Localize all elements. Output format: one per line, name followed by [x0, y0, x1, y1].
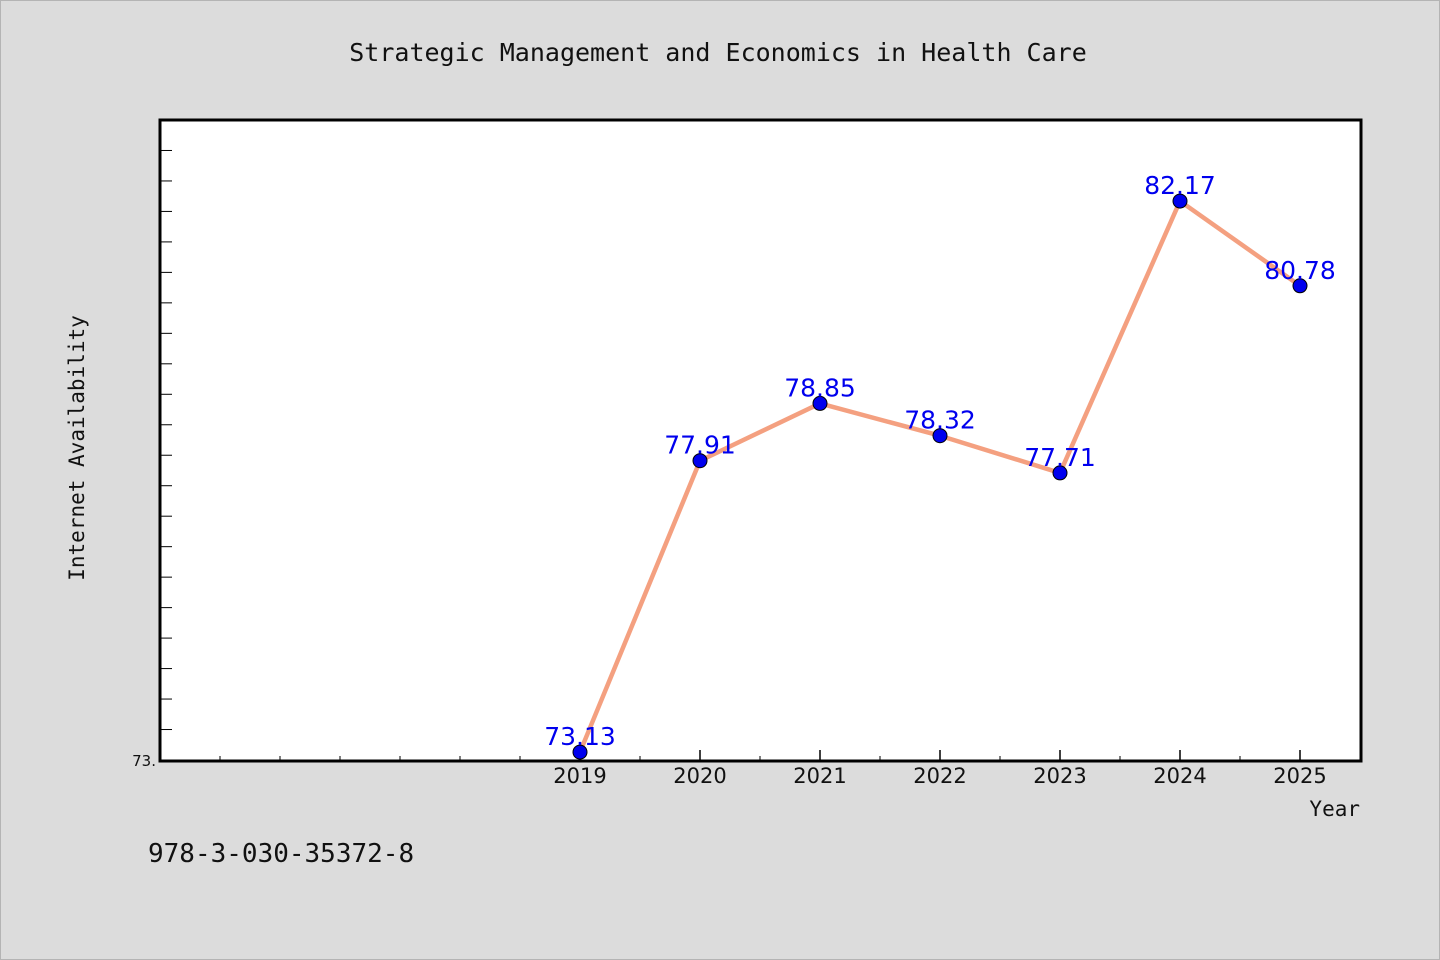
y-axis-ticks	[160, 119, 172, 761]
data-point	[692, 453, 708, 469]
x-tick-label: 2022	[913, 764, 966, 788]
x-tick-label: 2020	[673, 764, 726, 788]
x-tick-labels: 2019 2020 2021 2022 2023 2024 2025	[553, 764, 1326, 788]
plot-area	[158, 118, 1363, 763]
data-point	[932, 428, 948, 444]
data-point	[1292, 278, 1308, 294]
x-axis-label: Year	[1309, 797, 1360, 821]
x-tick-label: 2025	[1273, 764, 1326, 788]
data-label: 78.32	[904, 406, 976, 435]
isbn-text: 978-3-030-35372-8	[148, 839, 414, 869]
data-labels: 73.13 77.91 78.85 78.32 77.71 82.17 80.78	[544, 171, 1336, 751]
data-label: 80.78	[1264, 256, 1336, 285]
data-label: 73.13	[544, 722, 616, 751]
x-tick-label: 2024	[1153, 764, 1206, 788]
data-label: 78.85	[784, 373, 856, 402]
data-point	[1172, 193, 1188, 209]
x-tick-label: 2023	[1033, 764, 1086, 788]
data-point	[812, 395, 828, 411]
data-label: 77.91	[664, 431, 736, 460]
chart-title: Strategic Management and Economics in He…	[349, 38, 1087, 67]
data-point	[1052, 465, 1068, 481]
data-label: 82.17	[1144, 171, 1216, 200]
data-label: 77.71	[1024, 443, 1096, 472]
x-tick-label: 2021	[793, 764, 846, 788]
x-tick-label: 2019	[553, 764, 606, 788]
data-point	[572, 744, 588, 760]
series-markers	[572, 193, 1308, 760]
y-tick-label: 73.	[132, 752, 156, 770]
y-axis-label: Internet Availability	[65, 315, 89, 581]
